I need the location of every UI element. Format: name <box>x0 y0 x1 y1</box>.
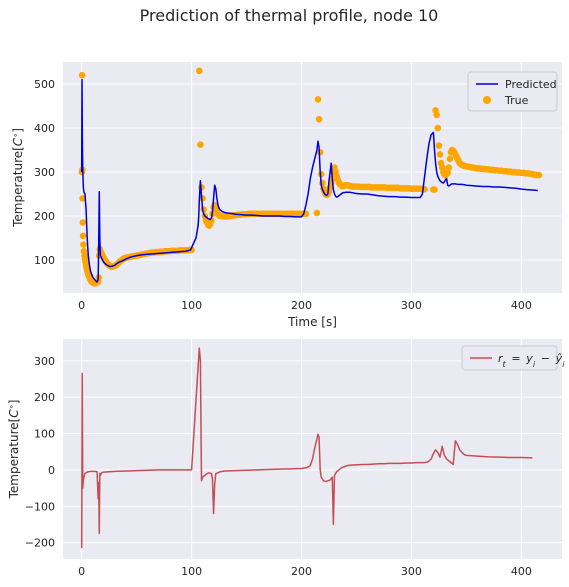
y-tick-label: 500 <box>34 78 55 91</box>
x-tick-label: 300 <box>401 565 422 578</box>
data-point-true <box>79 219 87 226</box>
data-point-true <box>436 151 444 158</box>
data-point-true <box>446 155 454 163</box>
series-layer <box>78 0 545 287</box>
y-tick-label: 400 <box>34 122 55 135</box>
y-tick-label: 0 <box>48 464 55 477</box>
data-point-true <box>313 209 321 217</box>
series-layer <box>80 347 533 549</box>
y-tick-label: 200 <box>34 210 55 223</box>
legend: Predicted True <box>467 71 558 112</box>
data-point-true <box>535 171 543 179</box>
series-residual-line <box>80 347 533 549</box>
legend-predicted-label: Predicted <box>505 78 557 91</box>
data-point-true <box>435 142 443 149</box>
y-axis-label: Temperature[C∘] <box>11 128 26 228</box>
data-point-true <box>80 241 87 248</box>
data-point-true <box>79 232 87 240</box>
data-point-true <box>538 0 545 3</box>
x-tick-label: 400 <box>511 565 532 578</box>
y-tick-label: 300 <box>34 166 55 179</box>
x-tick-label: 200 <box>291 299 312 312</box>
x-tick-label: 100 <box>181 565 202 578</box>
data-point-true <box>188 246 195 254</box>
legend-true-swatch <box>483 96 491 104</box>
y-tick-label: 300 <box>34 355 55 368</box>
x-tick-label: 100 <box>181 299 202 312</box>
data-point-true <box>445 164 453 171</box>
data-point-true <box>434 124 442 132</box>
data-point-true <box>195 67 203 75</box>
y-tick-label: 100 <box>34 254 55 267</box>
data-point-true <box>319 179 326 187</box>
x-axis-label: Time [s] <box>287 315 337 329</box>
series-predicted-line <box>80 78 538 283</box>
x-tick-label: 200 <box>291 565 312 578</box>
y-tick-label: 100 <box>34 428 55 441</box>
figure-title: Prediction of thermal profile, node 10 <box>140 6 439 25</box>
legend-true-label: True <box>504 94 529 107</box>
data-point-true <box>314 96 322 103</box>
data-point-true <box>79 195 86 202</box>
x-tick-label: 0 <box>78 299 85 312</box>
plot-area <box>63 339 562 559</box>
x-tick-label: 400 <box>511 299 532 312</box>
x-tick-label: 0 <box>78 565 85 578</box>
data-point-true <box>316 148 324 156</box>
data-point-true <box>78 71 86 79</box>
bottom-axes-residual: 0 100 200 300 400 −200 −100 0 100 200 300 Temperatu… <box>7 339 565 578</box>
y-tick-label: −200 <box>25 537 55 550</box>
data-point-true <box>444 169 451 177</box>
data-point-true <box>431 186 438 193</box>
top-axes-predicted-vs-true: 0 100 200 300 400 100 200 300 400 500 Time [s] Temp… <box>11 0 562 329</box>
legend-box <box>461 345 558 371</box>
y-tick-label: −100 <box>25 500 55 513</box>
data-point-true <box>433 111 441 119</box>
y-axis-label: Temperature[C∘] <box>7 400 22 500</box>
x-tick-label: 300 <box>401 299 422 312</box>
data-point-true <box>315 115 323 123</box>
y-tick-label: 200 <box>34 391 55 404</box>
data-point-true <box>197 141 204 149</box>
legend: rt = yi − ŷi <box>461 345 565 371</box>
legend-residual-label: rt = yi − ŷi <box>498 352 565 369</box>
